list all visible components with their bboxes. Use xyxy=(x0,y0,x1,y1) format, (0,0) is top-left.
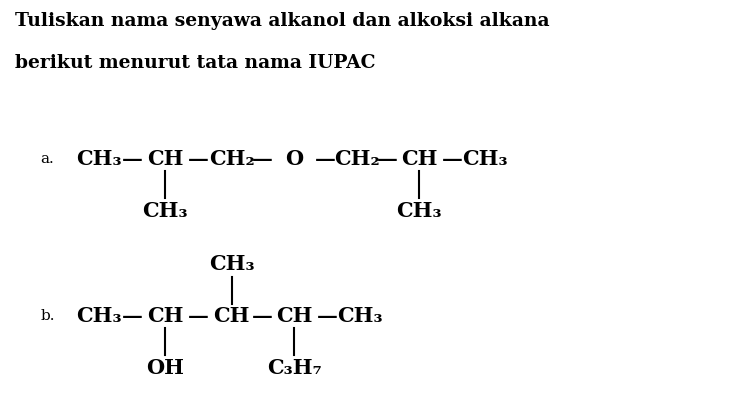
Text: OH: OH xyxy=(146,358,184,377)
Text: O: O xyxy=(285,149,303,169)
Text: CH₃: CH₃ xyxy=(76,149,122,169)
Text: CH₂: CH₂ xyxy=(334,149,379,169)
Text: —: — xyxy=(377,149,398,169)
Text: CH₃: CH₃ xyxy=(337,306,383,326)
Text: —: — xyxy=(315,149,336,169)
Text: CH: CH xyxy=(147,149,184,169)
Text: CH: CH xyxy=(401,149,437,169)
Text: —: — xyxy=(252,306,273,326)
Text: CH₃: CH₃ xyxy=(143,201,188,221)
Text: —: — xyxy=(188,149,209,169)
Text: Tuliskan nama senyawa alkanol dan alkoksi alkana: Tuliskan nama senyawa alkanol dan alkoks… xyxy=(15,12,549,31)
Text: CH₂: CH₂ xyxy=(209,149,254,169)
Text: —: — xyxy=(442,149,462,169)
Text: CH₃: CH₃ xyxy=(396,201,442,221)
Text: a.: a. xyxy=(40,152,54,166)
Text: CH₃: CH₃ xyxy=(209,254,254,274)
Text: CH₃: CH₃ xyxy=(462,149,508,169)
Text: —: — xyxy=(122,149,143,169)
Text: C₃H₇: C₃H₇ xyxy=(267,358,321,377)
Text: b.: b. xyxy=(40,309,55,323)
Text: —: — xyxy=(252,149,273,169)
Text: CH: CH xyxy=(213,306,250,326)
Text: CH: CH xyxy=(147,306,184,326)
Text: CH: CH xyxy=(276,306,312,326)
Text: —: — xyxy=(317,306,337,326)
Text: —: — xyxy=(188,306,209,326)
Text: —: — xyxy=(122,306,143,326)
Text: CH₃: CH₃ xyxy=(76,306,122,326)
Text: berikut menurut tata nama IUPAC: berikut menurut tata nama IUPAC xyxy=(15,54,375,72)
